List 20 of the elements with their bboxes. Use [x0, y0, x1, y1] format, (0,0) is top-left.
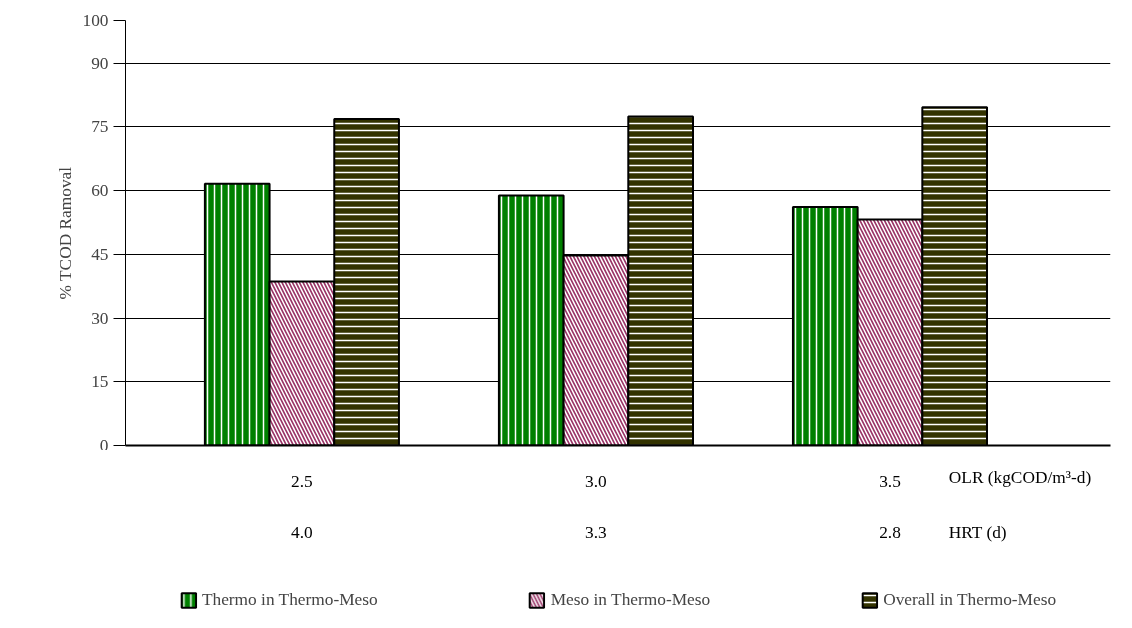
y-tick-label: 15: [91, 372, 109, 392]
y-tick-label: 90: [91, 53, 109, 73]
x-tick-label: 3.5: [879, 471, 901, 491]
x-tick-label: 3.0: [585, 471, 607, 491]
legend-label: Meso in Thermo-Meso: [550, 590, 711, 610]
y-tick-label: 45: [91, 244, 109, 264]
y-tick-label: 100: [82, 11, 109, 30]
y-tick-label: 75: [91, 117, 109, 137]
x-tick-label: 2.5: [291, 471, 313, 491]
text: 3.3: [585, 522, 607, 542]
y-axis-title: % TCOD Ramoval: [55, 166, 75, 300]
text: 4.0: [291, 522, 313, 542]
x-axis-title: OLR (kgCOD/m³-d): [948, 468, 1092, 488]
y-tick-label: 0: [99, 435, 109, 455]
y-tick-label: 30: [91, 308, 109, 328]
y-tick-label: 60: [91, 181, 109, 200]
text: HRT (d): [948, 522, 1007, 542]
legend-label: Overall in Thermo-Meso: [883, 590, 1057, 610]
text: 2.8: [879, 522, 901, 542]
legend-label: Thermo in Thermo-Meso: [201, 590, 378, 610]
